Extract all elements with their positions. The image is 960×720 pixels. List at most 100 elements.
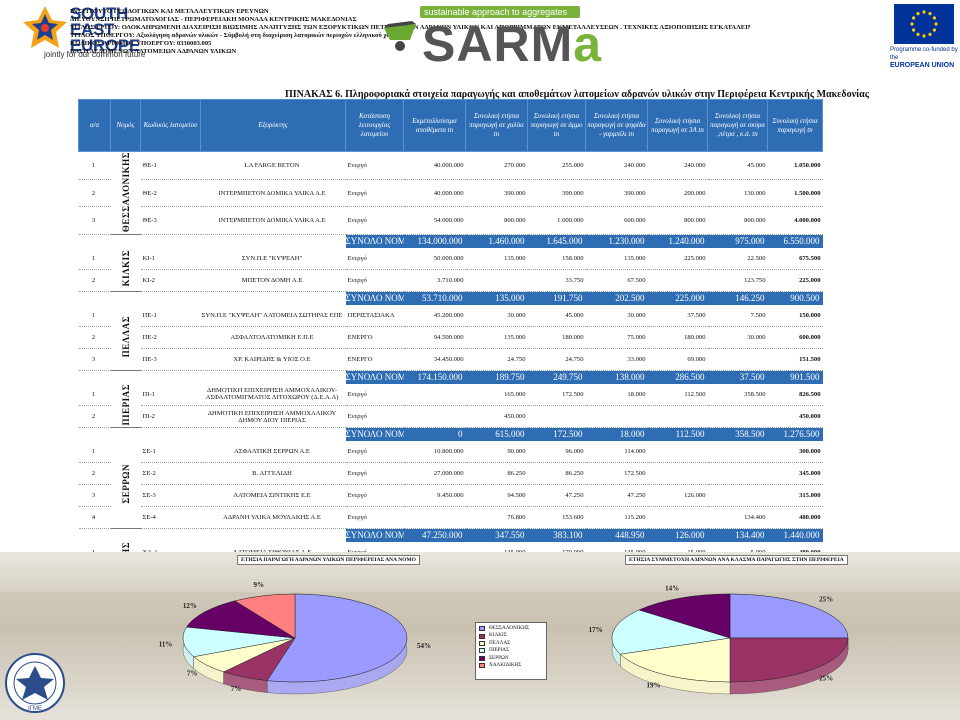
legend-label: ΘΕΣΣΑΛΟΝΙΚΗΣ [489, 625, 529, 631]
pie-slice [182, 626, 296, 658]
row-number: 1 [78, 440, 111, 464]
stone-cell: 130.000 [707, 179, 768, 208]
row-number: 1 [78, 304, 111, 328]
sand-cell: 153.600 [527, 506, 586, 530]
subtotal-sand: 249.750 [527, 370, 586, 384]
spacer-cell [78, 291, 346, 305]
quarry-code: ΣΕ-4 [140, 506, 201, 530]
total-cell: 1.050.000 [767, 151, 823, 180]
subtotal-gravel: 347.550 [465, 528, 528, 542]
status-cell: Ενεργό [345, 405, 404, 429]
table-row: 2 ΘΕ-2 ΙΝΤΕΡΜΠΕΤΟΝ ΔΟΜΙΚΑ ΥΛΙΚΑ Α.Ε Ενεργό 4… [78, 179, 823, 208]
reserves-cell: 50.000.000 [403, 247, 466, 271]
table-row: 1 ΘΕΣΣΑΛΟΝΙΚΗΣ ΘΕ-1 LA FARGE BETON Ενεργό 40.… [78, 151, 823, 236]
pie-slice [729, 593, 849, 639]
legend-item: ΧΑΛΚΙΔΙΚΗΣ [479, 662, 543, 669]
operator-name: Β. ΑΓΓΕΛΙΔΗ [200, 462, 346, 486]
operator-name: ΙΝΤΕΡΜΠΕΤΟΝ ΔΟΜΙΚΑ ΥΛΙΚΑ Α.Ε [200, 179, 346, 208]
gravel-cell [465, 269, 528, 293]
legend-label: ΚΙΛΚΙΣ [489, 632, 507, 639]
legend-swatch [479, 641, 485, 647]
operator-name: ΔΗΜΟΤΙΚΗ ΕΠΙΧΕΙΡΗΣΗ ΑΜΜΟΧΑΛΙΚΟΥ-ΑΣΦΑΛΤΟΜ… [200, 383, 346, 407]
gravel-cell: 24.750 [465, 348, 528, 372]
eu-star-icon [928, 32, 932, 36]
a3-cell: 225.000 [647, 247, 708, 271]
sand-cell: 158.000 [527, 247, 586, 271]
subtotal-total: 1.440.000 [767, 528, 823, 542]
reserves-cell: 9.450.000 [403, 484, 466, 508]
total-cell: 300.000 [767, 440, 823, 464]
reserves-cell: 45.200.000 [403, 304, 466, 328]
subtotal-reserves: 174.150.000 [403, 370, 466, 384]
col-code-header: Κωδικός λατομείου [140, 99, 201, 152]
spacer-cell [78, 234, 346, 248]
operator-name: ΑΔΡΑΝΗ ΥΛΙΚΑ ΜΟΥΛΑΚΗΣ Α.Ε [200, 506, 346, 530]
col-status-header: Κατάσταση λειτουργίας λατομείου [345, 99, 404, 152]
eu-star-icon [910, 22, 914, 26]
status-cell: Ενεργό [345, 179, 404, 208]
total-cell: 225.000 [767, 269, 823, 293]
gravel-cell: 800.000 [465, 206, 528, 236]
pie-slice [611, 609, 731, 655]
subtotal-chips: 18.000 [585, 427, 648, 441]
chips-cell: 240.000 [585, 151, 648, 180]
quarry-code: ΘΕ-3 [140, 206, 201, 236]
table-row: 1 ΚΙΛΚΙΣ ΚΙ-1 ΣΥΝ.Π.Ε "ΚΥΨΕΛΗ" Ενεργό 50.000.… [78, 247, 823, 293]
chips-cell: 47.250 [585, 484, 648, 508]
subtotal-chips: 202.500 [585, 291, 648, 305]
status-cell: Ενεργό [345, 151, 404, 180]
col-total-header: Συνολική ετήσια παραγωγή tn [767, 99, 823, 152]
spacer-cell [78, 370, 346, 384]
a3-cell [647, 405, 708, 429]
table-row: 2 ΠΕ-2 ΑΣΦΑΛΤΟΛΑΤΟΜΙΚΗ Ε.Π.Ε ΕΝΕΡΓΟ 94.500.0… [78, 326, 823, 350]
quarry-code: ΚΙ-2 [140, 269, 201, 293]
document-header: SOUTH EAST EUROPE jointly for our common… [0, 0, 960, 86]
operator-name: ΔΗΜΟΤΙΚΗ ΕΠΙΧΕΙΡΗΣΗ ΑΜΜΟΧΑΛΙΚΟΥ ΔΗΜΟΥ ΔΙ… [200, 405, 346, 429]
table-row: 1 ΣΕΡΡΩΝ ΣΕ-1 ΑΣΦΑΛΤΙΚΗ ΣΕΡΡΩΝ Α.Ε Ενεργό 10.… [78, 440, 823, 530]
legend-item: ΠΙΕΡΙΑΣ [479, 647, 543, 654]
subtotal-reserves: 134.000.000 [403, 234, 466, 248]
subtotal-gravel: 1.460.000 [465, 234, 528, 248]
subtotal-gravel: 135.000 [465, 291, 528, 305]
stone-cell [707, 484, 768, 508]
pie-data-label: 7% [187, 669, 198, 677]
legend-swatch [479, 633, 485, 639]
status-cell: ΕΝΕΡΓΟ [345, 348, 404, 372]
status-cell: Ενεργό [345, 269, 404, 293]
svg-text:ΙΓΜΕ: ΙΓΜΕ [28, 706, 42, 712]
row-number: 3 [78, 348, 111, 372]
operator-name: ΧΡ. ΚΑΙΡΙΔΗΣ & ΥΙΟΣ Ο.Ε [200, 348, 346, 372]
sand-cell: 390.000 [527, 179, 586, 208]
a3-cell: 69.000 [647, 348, 708, 372]
gravel-cell: 76.800 [465, 506, 528, 530]
total-cell: 480.000 [767, 506, 823, 530]
gravel-cell: 165.000 [465, 383, 528, 407]
status-cell: ΕΝΕΡΓΟ [345, 326, 404, 350]
pie-slice [619, 637, 731, 683]
col-stone-header: Συνολική ετήσια παραγωγή σε σκύρα ,πέτρα… [707, 99, 768, 152]
subtotal-stone: 358.500 [707, 427, 768, 441]
subtotal-chips: 1.230.000 [585, 234, 648, 248]
chips-cell: 135.000 [585, 247, 648, 271]
subtotal-row: ΣΥΝΟΛΟ ΝΟΜΟΥ134.000.0001.460.0001.645.00… [78, 234, 823, 248]
row-number: 1 [78, 383, 111, 407]
row-number: 1 [78, 151, 111, 180]
a3-cell: 800.000 [647, 206, 708, 236]
a3-cell: 180.000 [647, 326, 708, 350]
eu-star-icon [932, 28, 936, 32]
sand-cell: 180.000 [527, 326, 586, 350]
gravel-cell: 86.250 [465, 462, 528, 486]
header-line: ΚΩΔΙΚΟΣ ΑΡΙΘΜΟΣ ΥΠΟΕΡΓΟΥ: 0330003.005 [70, 40, 212, 48]
chart-title-fractions: ΕΤΗΣΙΑ ΣΥΜΜΕΤΟΧΗ ΑΔΡΑΝΩΝ ΑΝΑ ΚΛΑΣΜΑ ΠΑΡΑ… [625, 555, 848, 565]
legend-item: ΘΕΣΣΑΛΟΝΙΚΗΣ [479, 625, 543, 632]
legend-label: ΠΙΕΡΙΑΣ [489, 647, 510, 654]
subtotal-a3: 126.000 [647, 528, 708, 542]
chips-cell: 18.000 [585, 383, 648, 407]
reserves-cell: 40.000.000 [403, 179, 466, 208]
operator-name: ΜΠΕΤΟΝ ΔΟΜΗ Α.Ε [200, 269, 346, 293]
legend-swatch [479, 655, 485, 661]
subtotal-sand: 172.500 [527, 427, 586, 441]
chips-cell: 114.000 [585, 440, 648, 464]
operator-name: ΙΝΤΕΡΜΠΕΤΟΝ ΔΟΜΙΚΑ ΥΛΙΚΑ Α.Ε [200, 206, 346, 236]
operator-name: LA FARGE BETON [200, 151, 346, 180]
